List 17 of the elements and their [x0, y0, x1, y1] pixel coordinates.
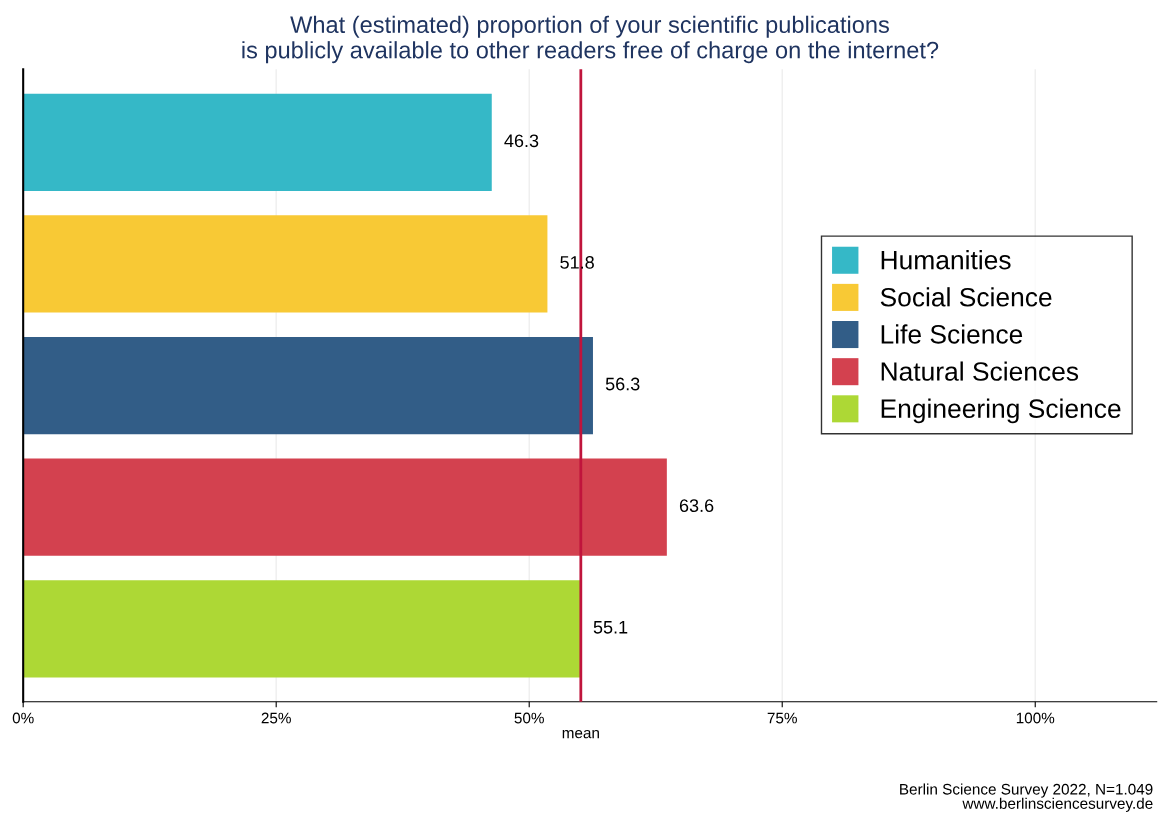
- legend-label: Humanities: [881, 250, 1011, 270]
- x-tick-label: 0%: [12, 712, 34, 724]
- text: Berlin Science Survey 2022, N=1.049 www.berlinsciencesurvey.de: [900, 783, 1153, 812]
- data-label: 63.6: [679, 499, 714, 513]
- data-label: 46.3: [504, 134, 539, 148]
- x-tick-label: 100%: [1016, 712, 1055, 724]
- legend-label: Natural Sciences: [881, 361, 1079, 381]
- ref-line-label: mean: [562, 729, 599, 739]
- legend-label: Social Science: [880, 287, 1052, 307]
- data-label: 56.3: [605, 377, 640, 391]
- x-tick-label: 50%: [514, 712, 544, 724]
- data-label: 55.1: [593, 621, 628, 634]
- legend-label: Life Science: [881, 324, 1023, 344]
- x-tick-label: 75%: [767, 712, 797, 724]
- chart-title: What (estimated) proportion of your scientific publications is publicly available to other readers free of charge on the internet?: [242, 15, 939, 64]
- x-tick-label: 25%: [261, 712, 291, 724]
- legend-label: Engineering Science: [881, 398, 1121, 424]
